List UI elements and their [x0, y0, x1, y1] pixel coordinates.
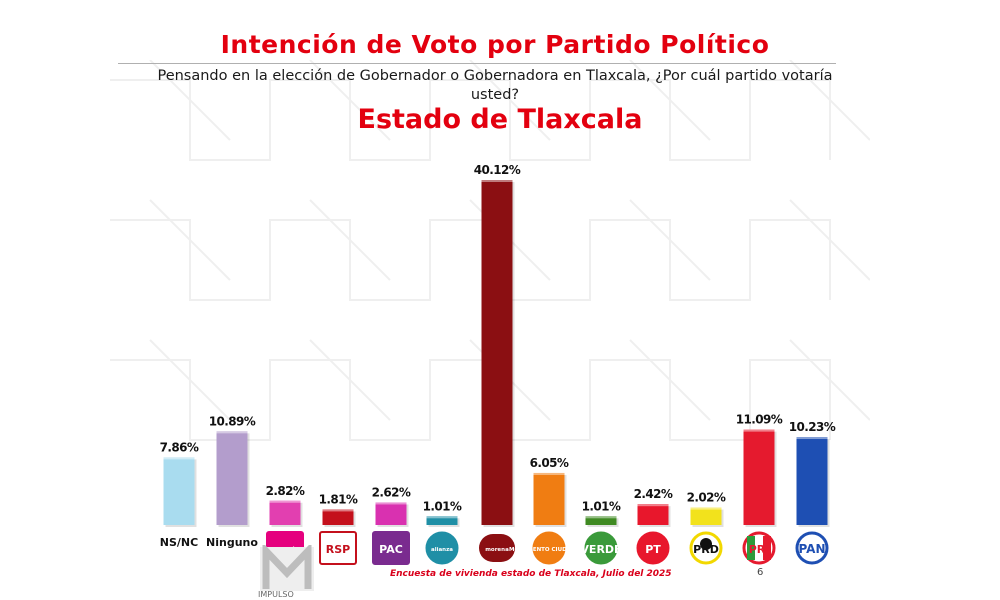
impulso-logo [260, 545, 314, 591]
svg-text:PRI: PRI [749, 543, 770, 556]
svg-text:PRD: PRD [693, 543, 719, 556]
svg-text:alianza: alianza [431, 547, 453, 553]
svg-text:PT: PT [645, 543, 661, 556]
value-label: 6.05% [530, 456, 569, 470]
chart-subtitle: Estado de Tlaxcala [357, 104, 643, 135]
bar-highlight [163, 457, 195, 460]
category-label-ns-nc: NS/NC [160, 536, 198, 549]
bar-highlight [637, 504, 669, 507]
value-label: 1.01% [582, 499, 621, 513]
survey-question: Pensando en la elección de Gobernador o … [157, 68, 833, 103]
bar-shading [481, 180, 513, 525]
svg-text:PAC: PAC [379, 543, 403, 556]
chart-title: Intención de Voto por Partido Político [220, 30, 770, 59]
logo-movimiento-ciudadano-icon: MOVIMIENTO CIUDADANO [509, 531, 589, 565]
value-label: 40.12% [474, 163, 521, 177]
svg-text:PAN: PAN [798, 542, 825, 556]
value-label: 2.02% [687, 491, 726, 505]
logo-pt-icon: PT [636, 531, 670, 565]
logo-pri-icon: PRI [742, 531, 776, 565]
bar-highlight [690, 507, 722, 510]
logo-pan-icon: PAN [795, 531, 829, 565]
bar-highlight [322, 509, 354, 512]
bar-highlight [533, 472, 565, 475]
bar-shading [637, 504, 669, 525]
bar-highlight [743, 429, 775, 432]
logo-rsp-icon: RSP [319, 531, 357, 565]
logo-alianza-icon: alianza [425, 531, 459, 565]
bar-shading [375, 502, 407, 525]
logo-prd-icon: PRD [689, 531, 723, 565]
source-note: Encuesta de vivienda estado de Tlaxcala,… [390, 569, 672, 579]
bar-highlight [426, 516, 458, 519]
value-label: 11.09% [736, 413, 783, 427]
bar-shading [216, 431, 248, 525]
bar-shading [163, 457, 195, 525]
title-rule [118, 63, 836, 64]
bar-shading [585, 516, 617, 525]
logo-pac-icon: PAC [372, 531, 410, 565]
value-label: 2.62% [372, 485, 411, 499]
value-label: 7.86% [160, 440, 199, 454]
value-label: 10.89% [209, 414, 256, 428]
bar-shading [796, 437, 828, 525]
category-label-ninguno: Ninguno [206, 536, 258, 549]
bar-shading [533, 472, 565, 525]
value-label: 10.23% [789, 420, 836, 434]
brand-label: IMPULSO [258, 590, 294, 599]
svg-text:RSP: RSP [326, 543, 350, 556]
logo-morena-icon: morena [479, 534, 515, 562]
bar-highlight [375, 502, 407, 505]
bar-highlight [216, 431, 248, 434]
page-number: 6 [757, 567, 764, 578]
value-label: 2.42% [634, 487, 673, 501]
bar-highlight [796, 437, 828, 440]
bar-highlight [585, 516, 617, 519]
svg-text:VERDE: VERDE [580, 543, 621, 556]
svg-text:morena: morena [485, 547, 509, 553]
logo-verde-icon: VERDE [580, 531, 622, 565]
bar-shading [322, 509, 354, 525]
bar-shading [269, 500, 301, 525]
bar-shading [690, 507, 722, 525]
bar-shading [426, 516, 458, 525]
bar-highlight [269, 500, 301, 503]
svg-text:MOVIMIENTO CIUDADANO: MOVIMIENTO CIUDADANO [509, 547, 589, 553]
value-label: 1.81% [319, 492, 358, 506]
bar-highlight [481, 180, 513, 182]
value-label: 2.82% [266, 484, 305, 498]
value-label: 1.01% [423, 499, 462, 513]
bar-shading [743, 429, 775, 525]
